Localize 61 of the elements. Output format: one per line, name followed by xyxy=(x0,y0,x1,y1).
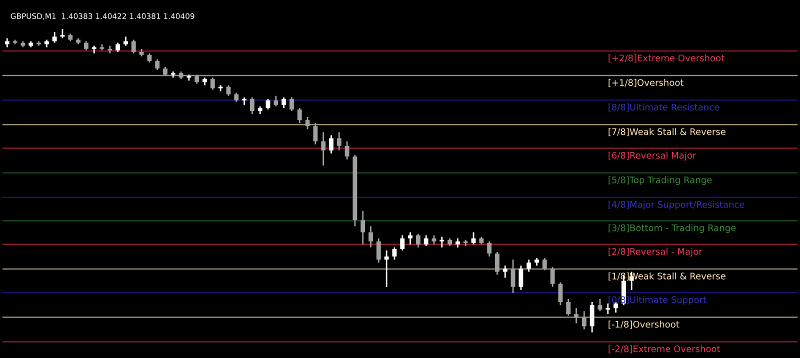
candlestick xyxy=(582,310,586,330)
candlestick xyxy=(606,302,610,315)
candlestick xyxy=(210,76,215,90)
ref-line-label: [6/8]Reversal Major xyxy=(608,152,696,160)
candlestick xyxy=(155,58,160,71)
ref-line-label: [-1/8]Overshoot xyxy=(608,320,680,329)
candlestick xyxy=(550,266,555,288)
candlestick xyxy=(226,84,231,97)
ref-line-label: [+1/8]Overshoot xyxy=(608,78,684,88)
candlestick xyxy=(455,238,460,248)
candlestick xyxy=(147,52,152,64)
ref-line-label: [5/8]Top Trading Range xyxy=(608,176,712,186)
ref-line-label: [4/8]Major Support/Resistance xyxy=(608,200,744,210)
candlestick xyxy=(368,226,373,248)
candlestick xyxy=(266,98,270,110)
candlestick xyxy=(282,96,286,109)
candlestick xyxy=(321,132,326,166)
candlestick xyxy=(495,251,500,276)
candlestick xyxy=(234,92,239,103)
candlestick xyxy=(510,258,516,294)
candlestick xyxy=(163,66,168,77)
candlestick xyxy=(336,132,342,152)
candlestick xyxy=(4,38,10,48)
candlestick xyxy=(84,40,88,52)
candlestick xyxy=(590,301,594,334)
candlestick xyxy=(344,140,350,160)
candlestick xyxy=(440,236,444,248)
candlestick xyxy=(297,107,302,124)
candlestick xyxy=(313,122,318,146)
ref-line-label: [-2/8]Extreme Overshoot xyxy=(608,345,720,354)
ref-line-label: [+2/8]Extreme Overshoot xyxy=(608,54,724,62)
candlestick xyxy=(400,234,405,252)
candlestick xyxy=(392,246,397,260)
candlestick xyxy=(424,234,428,247)
candlestick xyxy=(558,282,563,306)
candlestick xyxy=(416,233,420,248)
ref-line-label: [2/8]Reversal - Major xyxy=(608,248,702,257)
candlestick xyxy=(274,95,278,108)
candlestick xyxy=(518,264,524,291)
candlestick xyxy=(131,39,136,54)
candlestick xyxy=(289,96,294,112)
candlestick xyxy=(526,258,532,272)
candlestick xyxy=(124,36,128,46)
candlestick xyxy=(487,240,492,258)
candlestick xyxy=(194,74,200,84)
candlestick xyxy=(305,116,310,130)
candlestick xyxy=(408,232,412,246)
candlestick xyxy=(250,96,254,115)
candlestick xyxy=(502,264,508,278)
candlestick xyxy=(360,210,366,246)
candlestick xyxy=(542,257,547,271)
candlestick xyxy=(376,238,381,264)
candlestick xyxy=(116,42,120,53)
ref-line-label: [3/8]Bottom - Trading Range xyxy=(608,224,736,233)
ref-line-label: [8/8]Ultimate Resistance xyxy=(608,104,720,112)
candlestick xyxy=(384,250,389,288)
candlestick xyxy=(574,307,578,324)
candlestick xyxy=(329,134,334,154)
candlestick xyxy=(566,298,571,316)
ref-line-label: [7/8]Weak Stall & Reverse xyxy=(608,128,726,136)
candlestick xyxy=(52,31,57,44)
